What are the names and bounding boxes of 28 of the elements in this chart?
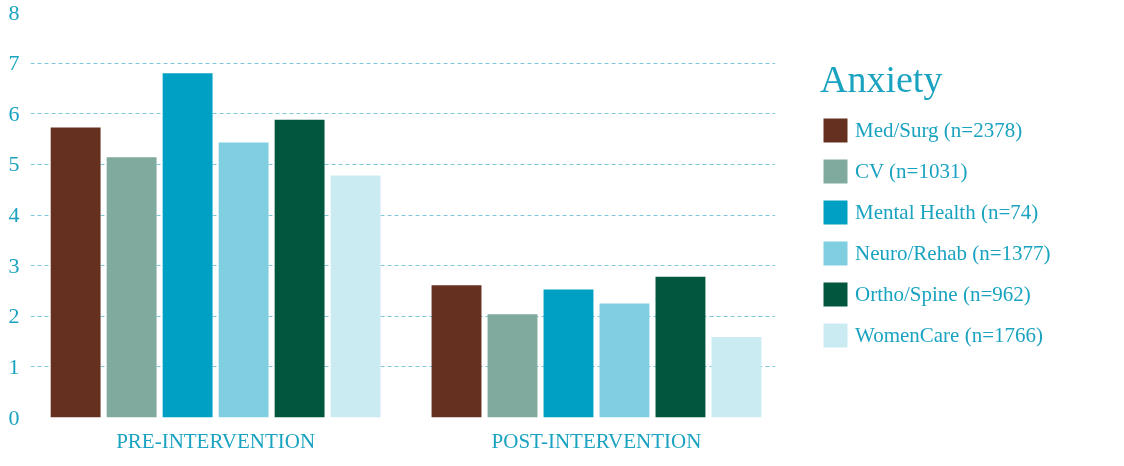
y-tick-label: 1 (8, 353, 20, 379)
y-tick-label: 4 (8, 202, 20, 227)
y-tick-label: 0 (8, 404, 20, 430)
legend-label: Neuro/Rehab (n=1377) (855, 240, 1051, 266)
y-tick-label: 6 (8, 100, 20, 126)
bar (655, 276, 706, 418)
bar (330, 175, 381, 418)
y-tick-label: 7 (8, 50, 20, 76)
legend-label: CV (n=1031) (855, 158, 968, 184)
legend-label: Mental Health (n=74) (855, 199, 1039, 225)
bar (487, 314, 538, 418)
bar (50, 127, 101, 418)
legend-label: Med/Surg (n=2378) (855, 117, 1023, 143)
y-tick-label: 2 (8, 303, 20, 329)
x-tick-label: POST-INTERVENTION (491, 428, 702, 453)
bar (543, 289, 594, 418)
bar (274, 119, 325, 418)
text: Anxiety (820, 57, 944, 101)
x-tick-label: PRE-INTERVENTION (116, 428, 316, 453)
legend-label: WomenCare (n=1766) (855, 322, 1044, 348)
bar (431, 285, 482, 418)
bar (106, 157, 157, 418)
y-tick-label: 3 (8, 252, 20, 278)
y-tick-label: 5 (8, 151, 20, 177)
bar (162, 73, 213, 418)
y-tick-label: 8 (8, 0, 20, 25)
legend-label: Ortho/Spine (n=962) (855, 281, 1031, 307)
bar (711, 337, 762, 418)
